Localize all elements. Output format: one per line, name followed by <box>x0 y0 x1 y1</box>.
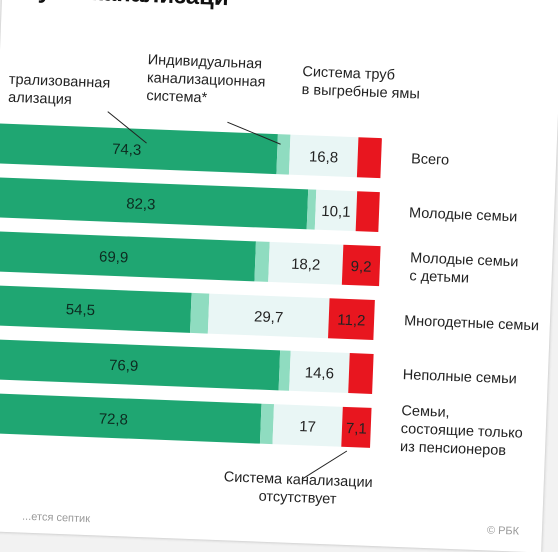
bar-value-label-central: 74,3 <box>112 141 142 159</box>
category-label: Всего <box>411 150 450 169</box>
bar-value-label-none: 11,2 <box>337 312 366 330</box>
bar-value-label-central: 76,9 <box>109 357 139 375</box>
bar-value-label-central: 69,9 <box>99 248 129 266</box>
bar-value-label-central: 54,5 <box>66 301 96 319</box>
bar-segment-central <box>0 284 192 333</box>
brand-credit: © РБК <box>486 524 520 538</box>
bar-segment-pit <box>207 293 330 339</box>
bar-segment-individual <box>259 403 275 445</box>
bar-segment-pit <box>272 404 343 447</box>
bar-segment-central <box>0 338 281 391</box>
bar-segment-central <box>0 392 262 444</box>
bar-segment-none <box>348 353 374 394</box>
bar-segment-individual <box>276 134 291 175</box>
bar-segment-pit <box>289 350 350 394</box>
bar-segment-none <box>356 137 382 179</box>
bar-value-label-pit: 14,6 <box>304 364 334 382</box>
bar-value-label-pit: 10,1 <box>321 203 351 221</box>
bar-value-label-pit: 16,8 <box>309 148 339 166</box>
bar-value-label-pit: 17 <box>299 418 316 436</box>
bar-segment-pit <box>268 241 344 285</box>
bar-segment-none <box>328 298 375 340</box>
bar-segment-central <box>0 176 309 230</box>
bar-segment-central <box>0 122 278 175</box>
bar-segment-pit <box>288 134 359 178</box>
bar-segment-pit <box>314 189 358 232</box>
bar-segment-none <box>341 406 372 448</box>
leader-line <box>107 111 147 144</box>
bar-segment-individual <box>190 292 210 334</box>
bar-value-label-none: 7,1 <box>346 420 367 438</box>
leader-line <box>301 450 348 480</box>
bar-segment-central <box>0 230 256 282</box>
bar-value-label-central: 82,3 <box>126 195 156 213</box>
bar-value-label-central: 72,8 <box>98 410 128 428</box>
category-label-line: Всего <box>410 151 450 169</box>
bar-segment-individual <box>306 189 317 230</box>
bar-segment-individual <box>254 241 270 282</box>
source-note: ...ется септик <box>21 510 91 526</box>
bar-value-label-pit: 18,2 <box>291 256 321 274</box>
leader-line <box>227 121 281 145</box>
category-label: Семьи, состоящие только из пенсионеров <box>400 402 524 461</box>
bar-segment-individual <box>278 350 291 391</box>
bar-segment-none <box>355 191 380 233</box>
bar-value-label-none: 9,2 <box>350 258 371 276</box>
bar-value-label-pit: 29,7 <box>254 308 284 326</box>
bar-segment-none <box>341 244 381 287</box>
category-label: Молодые семьи с детьми <box>409 249 519 289</box>
